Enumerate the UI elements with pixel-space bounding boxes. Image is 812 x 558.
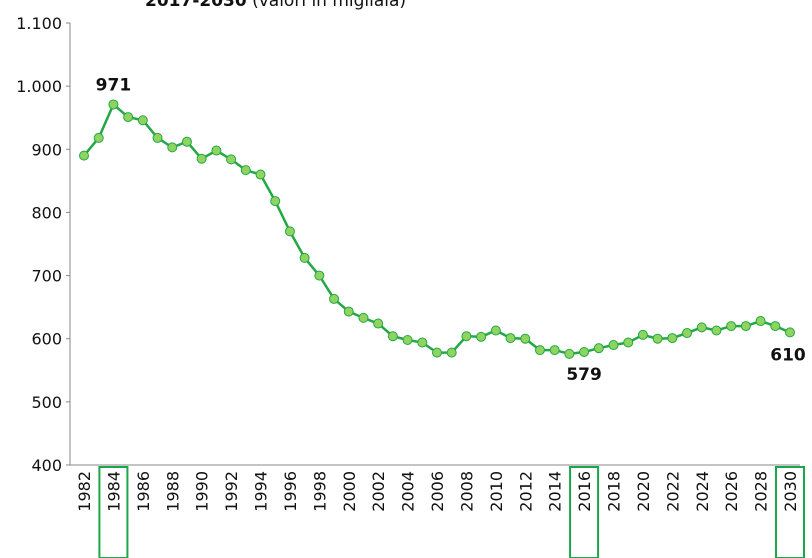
marker — [593, 343, 604, 354]
x-tick-label: 1986 — [134, 471, 153, 512]
x-tick-label: 2004 — [399, 471, 418, 512]
marker — [137, 115, 148, 126]
y-tick-label: 1.000 — [16, 77, 62, 96]
marker — [108, 99, 119, 110]
marker — [270, 196, 281, 207]
marker — [740, 321, 751, 332]
x-tick-label: 1988 — [163, 471, 182, 512]
y-tick-label: 1.100 — [16, 14, 62, 33]
y-tick-label: 900 — [31, 140, 62, 159]
marker — [770, 321, 781, 332]
marker — [755, 316, 766, 327]
marker — [637, 329, 648, 340]
data-label: 579 — [566, 365, 602, 385]
x-tick-label: 2020 — [634, 471, 653, 512]
y-tick-label: 800 — [31, 203, 62, 222]
x-tick-label: 1990 — [193, 471, 212, 512]
marker — [358, 312, 369, 323]
title-bold: 2017-2030 — [145, 0, 247, 11]
marker — [711, 325, 722, 336]
marker — [623, 337, 634, 348]
x-tick-label: 2018 — [605, 471, 624, 512]
marker — [490, 325, 501, 336]
marker — [240, 165, 251, 176]
marker — [726, 321, 737, 332]
marker — [93, 132, 104, 143]
highlight-box — [775, 466, 805, 558]
x-tick-label: 2012 — [516, 471, 535, 512]
x-tick-label: 2002 — [369, 471, 388, 512]
marker — [608, 340, 619, 351]
marker — [476, 331, 487, 342]
marker — [402, 334, 413, 345]
marker — [432, 347, 442, 358]
x-tick-label: 1998 — [310, 471, 329, 512]
x-tick-label: 1982 — [75, 471, 94, 512]
y-tick-label: 500 — [31, 393, 62, 412]
x-tick-label: 1984 — [104, 471, 123, 512]
marker — [79, 150, 89, 161]
title-normal: (valori in migliaia) — [252, 0, 406, 11]
marker — [226, 154, 237, 165]
marker — [387, 331, 398, 342]
x-tick-label: 2010 — [487, 471, 506, 512]
x-tick-label: 2024 — [693, 471, 712, 512]
x-tick-label: 2008 — [457, 471, 476, 512]
y-tick-label: 700 — [31, 267, 62, 286]
marker — [123, 112, 134, 123]
marker — [211, 145, 222, 156]
highlight-box — [98, 466, 129, 558]
x-tick-label: 1994 — [252, 471, 271, 512]
x-tick-label: 2028 — [752, 471, 771, 512]
marker — [696, 322, 707, 333]
x-tick-label: 2016 — [575, 471, 594, 512]
marker — [549, 345, 560, 356]
marker — [196, 153, 207, 164]
marker — [520, 333, 531, 344]
x-tick-label: 1996 — [281, 471, 300, 512]
data-label: 971 — [96, 75, 132, 95]
marker — [461, 331, 472, 342]
marker — [167, 142, 178, 153]
data-label: 610 — [770, 345, 806, 365]
x-tick-label: 2022 — [663, 471, 682, 512]
x-tick-label: 2000 — [340, 471, 359, 512]
marker — [564, 348, 575, 359]
marker — [785, 327, 795, 338]
x-tick-label: 2026 — [722, 471, 741, 512]
marker — [299, 252, 310, 263]
highlight-box — [569, 466, 600, 558]
marker — [579, 346, 590, 357]
marker — [284, 226, 295, 237]
marker — [682, 328, 693, 339]
marker — [534, 345, 545, 356]
marker — [343, 306, 354, 317]
x-tick-label: 2030 — [781, 471, 800, 512]
marker — [373, 318, 384, 329]
marker — [314, 270, 325, 281]
marker — [417, 337, 428, 348]
x-tick-label: 1992 — [222, 471, 241, 512]
x-tick-label: 2006 — [428, 471, 447, 512]
marker — [255, 169, 266, 180]
x-tick-label: 2014 — [546, 471, 565, 512]
y-tick-label: 400 — [31, 456, 62, 475]
y-tick-label: 600 — [31, 330, 62, 349]
marker — [652, 333, 663, 344]
marker — [152, 132, 163, 143]
marker — [446, 347, 457, 358]
marker — [667, 333, 678, 344]
marker — [181, 136, 192, 147]
marker — [329, 293, 340, 304]
marker — [505, 333, 516, 344]
chart-title: 2017-2030 (valori in migliaia) — [145, 0, 406, 11]
